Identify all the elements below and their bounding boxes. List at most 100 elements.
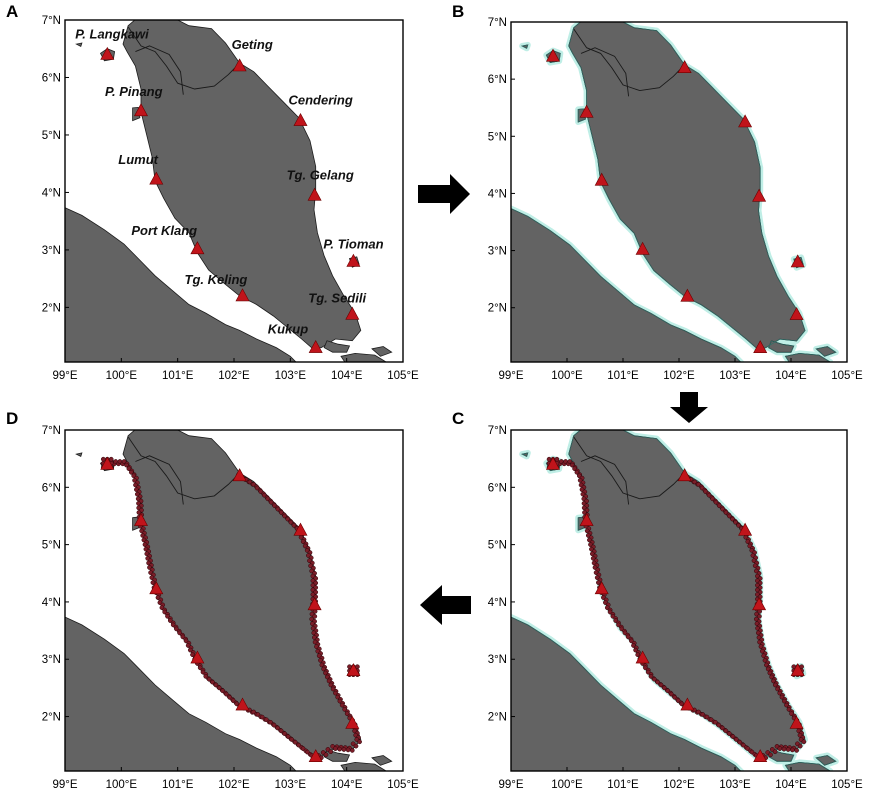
buffer-edge-riau-island bbox=[785, 353, 831, 362]
buffer-edge-peninsula bbox=[568, 22, 806, 350]
lon-tick-label: 100°E bbox=[551, 779, 583, 791]
lon-tick-label: 104°E bbox=[775, 779, 807, 791]
station-marker bbox=[308, 749, 323, 762]
lon-tick-label: 104°E bbox=[331, 370, 363, 382]
station-marker bbox=[308, 339, 323, 353]
lon-tick-label: 102°E bbox=[218, 370, 250, 382]
station-marker bbox=[753, 749, 768, 762]
lon-tick-label: 102°E bbox=[663, 370, 695, 382]
station-marker bbox=[232, 58, 247, 72]
grid-point-east bbox=[345, 747, 351, 753]
lat-tick-label: 4°N bbox=[42, 597, 61, 609]
station-marker bbox=[738, 114, 753, 128]
station-marker bbox=[346, 663, 361, 676]
lon-tick-label: 105°E bbox=[831, 370, 863, 382]
grid-point-east bbox=[797, 743, 803, 749]
lon-tick-label: 99°E bbox=[498, 779, 523, 791]
lat-tick-label: 3°N bbox=[488, 654, 507, 666]
grid-point-island bbox=[554, 456, 560, 462]
land-northern-islet bbox=[75, 42, 83, 47]
map-panel-b: B 99°E 100°E 101°E 102°E 103°E 104°E 105°E 2°N 3°… bbox=[452, 2, 863, 382]
station-marker bbox=[100, 456, 115, 470]
down-arrow-icon bbox=[670, 392, 708, 423]
state-border bbox=[580, 47, 630, 97]
land-singapore bbox=[323, 340, 351, 353]
station-marker bbox=[545, 48, 561, 62]
land-riau-island bbox=[340, 352, 387, 362]
station-label: Kukup bbox=[268, 322, 309, 337]
station-label: P. Langkawi bbox=[75, 27, 149, 42]
station-marker bbox=[545, 456, 561, 470]
lat-tick-label: 6°N bbox=[488, 74, 507, 86]
station-marker bbox=[789, 306, 804, 320]
map-panel-c: C 99°E 100°E 101°E 102°E 103°E 104°E 105°E 2°N 3°… bbox=[452, 409, 863, 791]
station-marker bbox=[307, 597, 322, 611]
buffer-edge-singapore bbox=[768, 749, 795, 762]
lat-tick-label: 2°N bbox=[42, 712, 61, 724]
station-marker bbox=[635, 241, 650, 255]
lat-tick-label: 6°N bbox=[488, 482, 507, 494]
station-label: Tg. Gelang bbox=[287, 167, 354, 182]
grid-point-east bbox=[353, 743, 359, 749]
state-border bbox=[135, 455, 184, 505]
station-marker bbox=[190, 241, 205, 255]
land-northern-islet bbox=[75, 452, 83, 457]
station-marker bbox=[752, 597, 767, 611]
lat-tick-label: 5°N bbox=[42, 540, 61, 552]
station-marker bbox=[790, 254, 805, 268]
station-marker bbox=[790, 663, 805, 676]
station-marker bbox=[307, 187, 322, 201]
buffer-edge-penang-island bbox=[577, 108, 586, 123]
lon-tick-label: 101°E bbox=[162, 370, 194, 382]
grid-point-east bbox=[312, 614, 318, 619]
station-marker bbox=[133, 103, 149, 117]
lat-tick-label: 6°N bbox=[42, 482, 61, 494]
map-body bbox=[65, 430, 403, 771]
lon-tick-label: 105°E bbox=[387, 779, 419, 791]
station-marker bbox=[753, 340, 768, 353]
map-body bbox=[511, 430, 847, 771]
lat-tick-label: 5°N bbox=[488, 540, 507, 552]
land-sumatra bbox=[65, 207, 297, 362]
station-marker bbox=[677, 60, 692, 73]
station-marker bbox=[594, 172, 609, 186]
grid-point-east bbox=[794, 748, 799, 753]
station-marker bbox=[579, 512, 594, 526]
buffer-edge-sumatra bbox=[511, 616, 742, 771]
station-marker bbox=[345, 306, 360, 320]
lon-tick-label: 102°E bbox=[218, 779, 250, 791]
lat-tick-label: 3°N bbox=[42, 654, 61, 666]
lon-tick-label: 103°E bbox=[719, 779, 751, 791]
grid-point-east bbox=[349, 748, 355, 753]
lat-tick-label: 4°N bbox=[488, 188, 507, 200]
lat-tick-label: 5°N bbox=[42, 130, 61, 142]
lat-tick-label: 4°N bbox=[488, 597, 507, 609]
buffer-edge-northern-islet bbox=[521, 452, 529, 457]
grid-point-east bbox=[768, 752, 773, 758]
lat-tick-label: 6°N bbox=[42, 73, 61, 85]
lon-tick-label: 105°E bbox=[831, 779, 863, 791]
station-marker bbox=[635, 650, 650, 664]
map-body bbox=[511, 22, 847, 362]
grid-point-east bbox=[337, 746, 342, 752]
lon-tick-label: 103°E bbox=[275, 370, 307, 382]
lon-tick-label: 102°E bbox=[663, 779, 695, 791]
grid-point-east bbox=[757, 614, 762, 619]
left-arrow-icon bbox=[420, 585, 471, 625]
grid-point-east bbox=[777, 746, 783, 751]
grid-point-east bbox=[323, 752, 329, 758]
land-riau-island bbox=[340, 761, 387, 771]
station-marker bbox=[235, 697, 250, 711]
station-marker bbox=[680, 288, 695, 302]
station-marker bbox=[789, 715, 804, 729]
grid-point-east bbox=[790, 747, 795, 753]
lon-tick-label: 99°E bbox=[52, 370, 77, 382]
lon-tick-label: 103°E bbox=[719, 370, 751, 382]
station-label: P. Pinang bbox=[105, 84, 163, 99]
lat-tick-label: 3°N bbox=[42, 245, 61, 257]
station-marker bbox=[345, 715, 360, 729]
station-marker bbox=[738, 522, 753, 536]
coastal-grid-points bbox=[546, 456, 807, 761]
lon-tick-label: 104°E bbox=[775, 370, 807, 382]
lat-tick-label: 2°N bbox=[488, 712, 507, 724]
